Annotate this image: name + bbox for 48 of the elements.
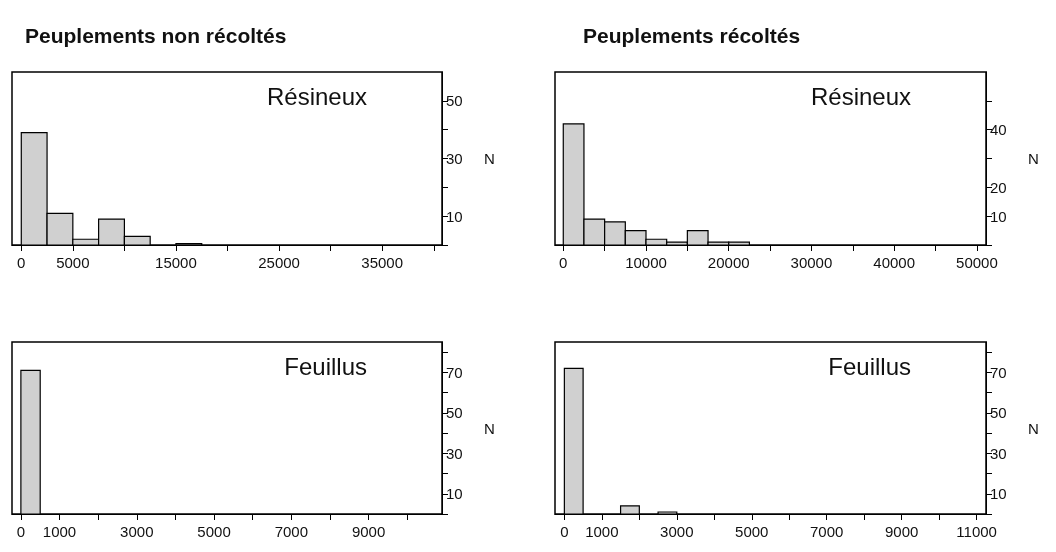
annotation: Résineux (266, 82, 368, 110)
x-tick-label: 50000 (956, 254, 998, 271)
x-tick-label: 5000 (197, 523, 231, 540)
x-tick-label: 0 (16, 523, 26, 540)
x-tick-label: 1000 (585, 523, 619, 540)
x-tick-label: 30000 (790, 254, 833, 271)
y-tick-label: 50 (446, 92, 463, 110)
y-tick-label: 50 (990, 404, 1007, 422)
y-tick-label: 30 (990, 444, 1007, 462)
x-tick-label: 9000 (884, 523, 919, 540)
x-tick-label: 0 (17, 254, 26, 271)
x-tick-label: 7000 (810, 523, 844, 540)
x-tick-label: 5000 (735, 523, 769, 540)
x-tick-label: 3000 (660, 523, 694, 540)
y-tick-label: 30 (446, 150, 463, 167)
annotation: Résineux (810, 82, 912, 110)
y-tick-label: 10 (990, 485, 1007, 503)
y-tick-label: 50 (446, 404, 463, 422)
y-tick-label: 70 (990, 363, 1007, 381)
y-axis-title: N (484, 419, 495, 437)
chart-title: Peuplements récoltés (583, 24, 801, 47)
y-tick-label: 70 (446, 363, 463, 381)
x-tick-label: 40000 (873, 254, 916, 271)
x-tick-label: 35000 (361, 254, 404, 271)
x-tick-label: 20000 (707, 254, 750, 271)
annotation: Feuillus (284, 352, 367, 380)
x-tick-label: 1000 (42, 523, 77, 540)
y-tick-label: 30 (446, 444, 463, 462)
y-axis-title: N (1028, 419, 1039, 437)
chart-title: Peuplements non récoltés (25, 24, 287, 47)
x-tick-label: 11000 (956, 523, 997, 540)
y-tick-label: 40 (990, 121, 1007, 139)
x-tick-label: 7000 (274, 523, 309, 540)
x-tick-label: 15000 (155, 254, 197, 271)
y-axis-title: N (484, 150, 495, 167)
y-tick-label: 10 (990, 207, 1007, 225)
y-axis-title: N (1028, 150, 1039, 167)
x-tick-label: 3000 (120, 523, 154, 540)
x-tick-label: 0 (560, 523, 569, 540)
x-tick-label: 0 (559, 254, 568, 271)
x-tick-label: 5000 (56, 254, 90, 271)
x-tick-label: 10000 (625, 254, 667, 271)
y-tick-label: 10 (446, 207, 463, 225)
annotation: Feuillus (828, 352, 911, 380)
y-tick-label: 10 (446, 485, 463, 503)
x-tick-label: 25000 (258, 254, 300, 271)
x-tick-label: 9000 (351, 523, 386, 540)
y-tick-label: 20 (990, 178, 1007, 196)
